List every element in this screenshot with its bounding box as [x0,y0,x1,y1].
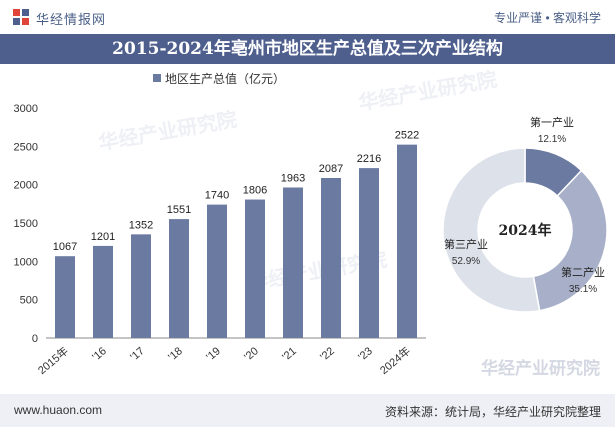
y-tick-label: 2000 [14,180,38,192]
x-tick-label: '22 [318,345,337,363]
bar-value-label: 1551 [167,204,191,216]
bar-value-label: 1806 [243,185,267,197]
x-tick-label: '21 [280,345,299,363]
y-tick-label: 500 [20,295,38,307]
donut-center-label: 2024年 [499,222,552,239]
logo-icon [13,9,29,25]
y-tick-label: 0 [32,333,38,345]
bar [93,245,113,338]
bar [55,256,75,338]
watermark-logo-text: 华经产业研究院 [481,358,600,378]
top-bar: 华经情报网 专业严谨 • 客观科学 [0,0,615,34]
x-tick-label: '19 [204,345,223,363]
x-tick-label: '20 [242,345,261,363]
bar-value-label: 2216 [357,153,381,165]
watermark-text: 华经产业研究院 [357,67,499,115]
slice-name-label: 第二产业 [561,265,605,279]
x-tick-label: 2024年 [377,344,413,378]
chart-title: 2015-2024年亳州市地区生产总值及三次产业结构 [0,34,615,64]
donut-slice [442,147,541,313]
y-tick-label: 1000 [14,256,38,268]
slice-name-label: 第三产业 [444,237,488,251]
x-tick-label: '18 [166,345,185,363]
x-tick-label: '23 [356,345,375,363]
bar-value-label: 1352 [129,219,153,231]
bar-value-label: 2522 [395,130,419,142]
slice-name-label: 第一产业 [530,115,574,129]
legend-label: 地区生产总值（亿元） [165,71,285,86]
source-note: 资料来源：统计局，华经产业研究院整理 [384,405,601,419]
brand-name: 华经情报网 [36,12,107,27]
bar [283,187,303,338]
slice-value-label: 35.1% [569,284,597,295]
y-tick-label: 2500 [14,141,38,153]
bar-value-label: 2087 [319,163,343,175]
bar [169,219,189,338]
donut-slice [532,169,608,312]
bar [321,177,341,338]
slice-value-label: 12.1% [538,134,566,145]
x-tick-label: '16 [90,345,109,363]
legend-swatch [153,74,161,82]
bar-chart: 地区生产总值（亿元） 0 500 1000 1500 2000 2500 3000 1067 20… [14,71,426,377]
x-tick-label: 2015年 [35,344,71,378]
bar [245,199,265,338]
bar [207,204,227,338]
donut-chart: 2024年 第一产业 12.1% 第二产业 35.1% 第三产业 52.9% [442,115,608,313]
bar [131,234,151,338]
slogan: 专业严谨 • 客观科学 [494,11,601,25]
y-tick-label: 1500 [14,218,38,230]
bar-value-label: 1963 [281,173,305,185]
bar [397,144,417,338]
y-tick-label: 3000 [14,103,38,115]
watermark-text: 华经产业研究院 [97,107,239,155]
bar-value-label: 1067 [53,241,77,253]
footer-bar: www.huaon.com 资料来源：统计局，华经产业研究院整理 [0,394,615,427]
bar-value-label: 1201 [91,231,115,243]
slice-value-label: 52.9% [452,256,480,267]
bar-value-label: 1740 [205,190,229,202]
bar [359,168,379,338]
website-label: www.huaon.com [14,403,103,417]
x-tick-label: '17 [128,345,147,363]
